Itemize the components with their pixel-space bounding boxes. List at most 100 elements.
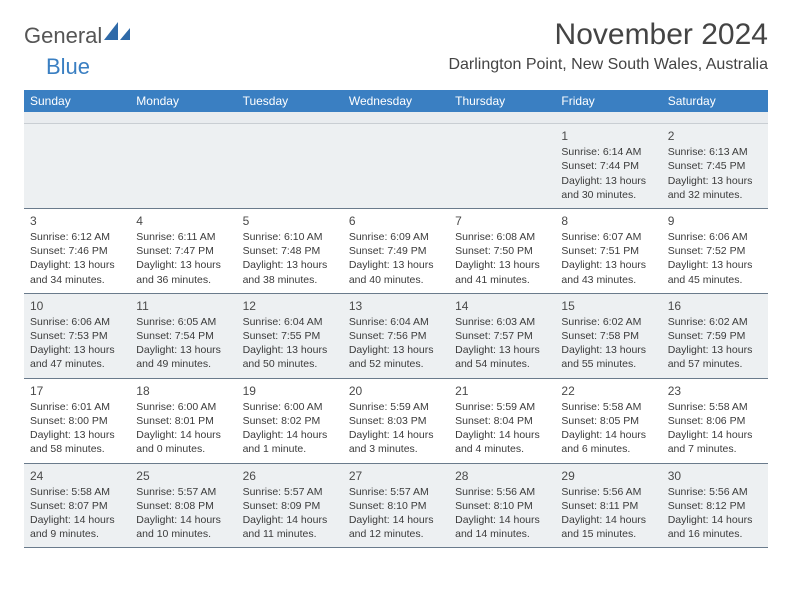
day-number: 15	[561, 298, 655, 314]
sunset-text: Sunset: 8:01 PM	[136, 414, 230, 428]
weekday-header: Tuesday	[237, 90, 343, 112]
day-number: 16	[668, 298, 762, 314]
sunrise-text: Sunrise: 6:06 AM	[30, 315, 124, 329]
weeks-container: 1Sunrise: 6:14 AMSunset: 7:44 PMDaylight…	[24, 124, 768, 548]
sunset-text: Sunset: 7:49 PM	[349, 244, 443, 258]
day-cell	[24, 124, 130, 208]
daylight-text: Daylight: 13 hours and 54 minutes.	[455, 343, 549, 371]
sunset-text: Sunset: 8:11 PM	[561, 499, 655, 513]
day-cell: 28Sunrise: 5:56 AMSunset: 8:10 PMDayligh…	[449, 464, 555, 548]
daylight-text: Daylight: 14 hours and 16 minutes.	[668, 513, 762, 541]
daylight-text: Daylight: 13 hours and 34 minutes.	[30, 258, 124, 286]
title-block: November 2024 Darlington Point, New Sout…	[448, 18, 768, 74]
day-cell: 23Sunrise: 5:58 AMSunset: 8:06 PMDayligh…	[662, 379, 768, 463]
day-number: 14	[455, 298, 549, 314]
day-number: 25	[136, 468, 230, 484]
day-cell: 6Sunrise: 6:09 AMSunset: 7:49 PMDaylight…	[343, 209, 449, 293]
sunset-text: Sunset: 7:59 PM	[668, 329, 762, 343]
daylight-text: Daylight: 14 hours and 11 minutes.	[243, 513, 337, 541]
day-cell: 13Sunrise: 6:04 AMSunset: 7:56 PMDayligh…	[343, 294, 449, 378]
sunrise-text: Sunrise: 6:07 AM	[561, 230, 655, 244]
week-row: 17Sunrise: 6:01 AMSunset: 8:00 PMDayligh…	[24, 379, 768, 464]
sunset-text: Sunset: 7:56 PM	[349, 329, 443, 343]
sunrise-text: Sunrise: 6:02 AM	[561, 315, 655, 329]
sunset-text: Sunset: 8:04 PM	[455, 414, 549, 428]
sunset-text: Sunset: 7:48 PM	[243, 244, 337, 258]
daylight-text: Daylight: 13 hours and 58 minutes.	[30, 428, 124, 456]
day-cell: 12Sunrise: 6:04 AMSunset: 7:55 PMDayligh…	[237, 294, 343, 378]
daylight-text: Daylight: 13 hours and 57 minutes.	[668, 343, 762, 371]
sunrise-text: Sunrise: 6:05 AM	[136, 315, 230, 329]
weekday-header: Friday	[555, 90, 661, 112]
sunrise-text: Sunrise: 5:57 AM	[136, 485, 230, 499]
daylight-text: Daylight: 13 hours and 40 minutes.	[349, 258, 443, 286]
sunrise-text: Sunrise: 6:06 AM	[668, 230, 762, 244]
sunset-text: Sunset: 7:57 PM	[455, 329, 549, 343]
daylight-text: Daylight: 14 hours and 7 minutes.	[668, 428, 762, 456]
logo-text-blue: Blue	[46, 54, 90, 80]
week-row: 10Sunrise: 6:06 AMSunset: 7:53 PMDayligh…	[24, 294, 768, 379]
sunrise-text: Sunrise: 6:09 AM	[349, 230, 443, 244]
day-number: 23	[668, 383, 762, 399]
day-cell	[237, 124, 343, 208]
location-subtitle: Darlington Point, New South Wales, Austr…	[448, 56, 768, 74]
calendar-page: General November 2024 Darlington Point, …	[0, 0, 792, 566]
sunrise-text: Sunrise: 5:58 AM	[561, 400, 655, 414]
weekday-header: Thursday	[449, 90, 555, 112]
spacer-row	[24, 112, 768, 124]
daylight-text: Daylight: 14 hours and 10 minutes.	[136, 513, 230, 541]
sunset-text: Sunset: 7:55 PM	[243, 329, 337, 343]
sunrise-text: Sunrise: 6:11 AM	[136, 230, 230, 244]
sunrise-text: Sunrise: 5:58 AM	[30, 485, 124, 499]
day-cell: 2Sunrise: 6:13 AMSunset: 7:45 PMDaylight…	[662, 124, 768, 208]
day-cell: 14Sunrise: 6:03 AMSunset: 7:57 PMDayligh…	[449, 294, 555, 378]
daylight-text: Daylight: 13 hours and 55 minutes.	[561, 343, 655, 371]
day-cell: 17Sunrise: 6:01 AMSunset: 8:00 PMDayligh…	[24, 379, 130, 463]
sunrise-text: Sunrise: 6:00 AM	[243, 400, 337, 414]
day-cell: 7Sunrise: 6:08 AMSunset: 7:50 PMDaylight…	[449, 209, 555, 293]
sunrise-text: Sunrise: 6:04 AM	[349, 315, 443, 329]
daylight-text: Daylight: 13 hours and 41 minutes.	[455, 258, 549, 286]
day-number: 30	[668, 468, 762, 484]
sunrise-text: Sunrise: 6:03 AM	[455, 315, 549, 329]
sunset-text: Sunset: 7:51 PM	[561, 244, 655, 258]
daylight-text: Daylight: 14 hours and 1 minute.	[243, 428, 337, 456]
day-number: 9	[668, 213, 762, 229]
sunset-text: Sunset: 7:52 PM	[668, 244, 762, 258]
day-number: 26	[243, 468, 337, 484]
week-row: 24Sunrise: 5:58 AMSunset: 8:07 PMDayligh…	[24, 464, 768, 549]
daylight-text: Daylight: 13 hours and 38 minutes.	[243, 258, 337, 286]
sunrise-text: Sunrise: 6:02 AM	[668, 315, 762, 329]
sunrise-text: Sunrise: 6:14 AM	[561, 145, 655, 159]
sunset-text: Sunset: 8:02 PM	[243, 414, 337, 428]
weekday-header: Saturday	[662, 90, 768, 112]
day-cell: 1Sunrise: 6:14 AMSunset: 7:44 PMDaylight…	[555, 124, 661, 208]
sunset-text: Sunset: 8:07 PM	[30, 499, 124, 513]
day-number: 4	[136, 213, 230, 229]
day-number: 20	[349, 383, 443, 399]
sunrise-text: Sunrise: 5:56 AM	[668, 485, 762, 499]
sunrise-text: Sunrise: 6:04 AM	[243, 315, 337, 329]
day-number: 12	[243, 298, 337, 314]
day-number: 17	[30, 383, 124, 399]
day-number: 8	[561, 213, 655, 229]
day-cell: 10Sunrise: 6:06 AMSunset: 7:53 PMDayligh…	[24, 294, 130, 378]
daylight-text: Daylight: 14 hours and 14 minutes.	[455, 513, 549, 541]
day-cell: 25Sunrise: 5:57 AMSunset: 8:08 PMDayligh…	[130, 464, 236, 548]
sunrise-text: Sunrise: 6:12 AM	[30, 230, 124, 244]
week-row: 1Sunrise: 6:14 AMSunset: 7:44 PMDaylight…	[24, 124, 768, 209]
sunset-text: Sunset: 8:06 PM	[668, 414, 762, 428]
sunset-text: Sunset: 8:03 PM	[349, 414, 443, 428]
day-number: 7	[455, 213, 549, 229]
sunset-text: Sunset: 7:46 PM	[30, 244, 124, 258]
daylight-text: Daylight: 13 hours and 43 minutes.	[561, 258, 655, 286]
day-cell: 9Sunrise: 6:06 AMSunset: 7:52 PMDaylight…	[662, 209, 768, 293]
calendar-grid: SundayMondayTuesdayWednesdayThursdayFrid…	[24, 90, 768, 548]
sunrise-text: Sunrise: 6:08 AM	[455, 230, 549, 244]
day-cell	[343, 124, 449, 208]
sunset-text: Sunset: 7:44 PM	[561, 159, 655, 173]
day-cell: 8Sunrise: 6:07 AMSunset: 7:51 PMDaylight…	[555, 209, 661, 293]
sunrise-text: Sunrise: 6:10 AM	[243, 230, 337, 244]
weekday-header: Sunday	[24, 90, 130, 112]
day-number: 22	[561, 383, 655, 399]
